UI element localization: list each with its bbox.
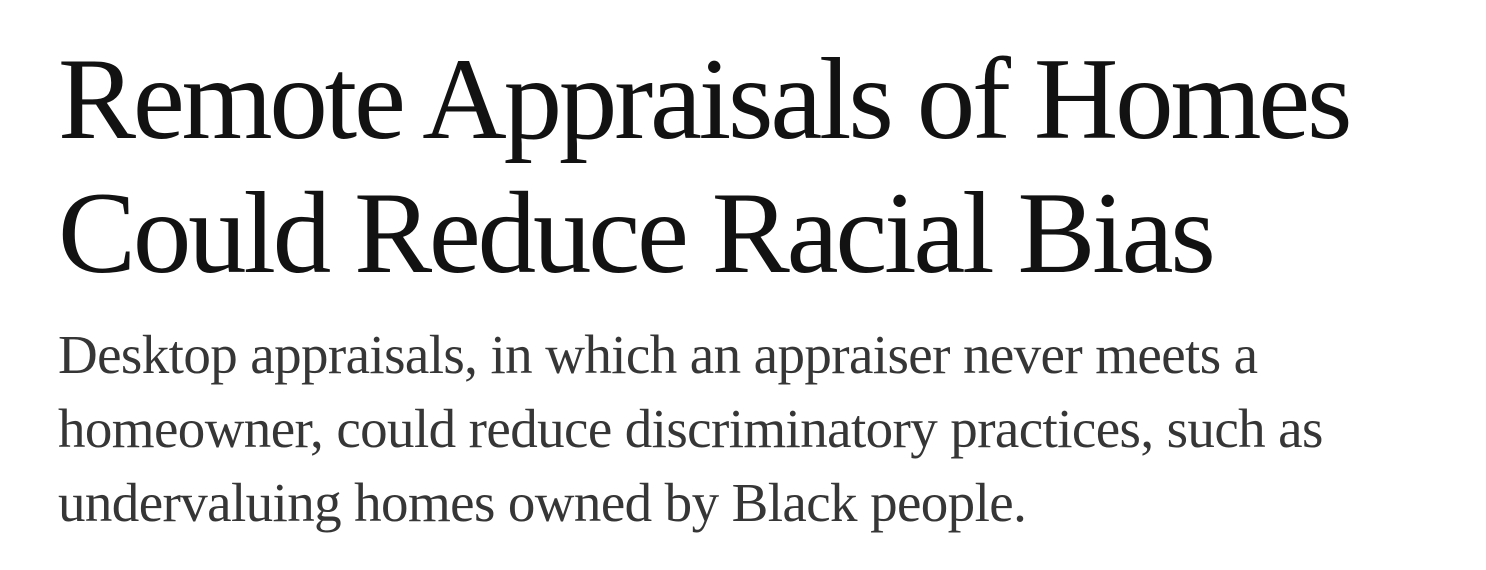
summary-line: Desktop appraisals, in which an appraise… bbox=[58, 324, 1258, 385]
summary-line: undervaluing homes owned by Black people… bbox=[58, 472, 1027, 533]
article-headline: Remote Appraisals of Homes Could Reduce … bbox=[58, 33, 1458, 301]
article-summary: Desktop appraisals, in which an appraise… bbox=[58, 318, 1458, 540]
headline-line: Could Reduce Racial Bias bbox=[58, 169, 1216, 298]
summary-line: homeowner, could reduce discriminatory p… bbox=[58, 398, 1323, 459]
headline-line: Remote Appraisals of Homes bbox=[58, 35, 1353, 164]
